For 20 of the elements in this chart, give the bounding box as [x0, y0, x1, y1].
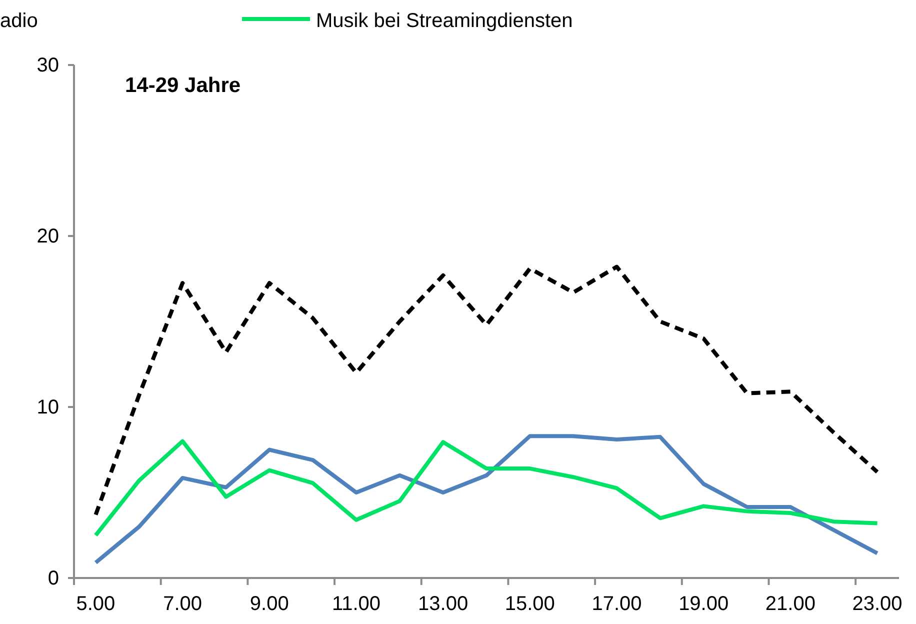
chart-title: 14-29 Jahre — [125, 74, 241, 97]
x-tick-label: 7.00 — [163, 593, 202, 615]
x-tick-label: 5.00 — [76, 593, 116, 615]
line-series — [94, 264, 880, 517]
x-tick-label: 15.00 — [504, 593, 555, 615]
x-tick-label: 13.00 — [418, 593, 468, 615]
line-series — [94, 439, 880, 538]
y-tick-label: 0 — [48, 567, 59, 590]
x-tick-label: 19.00 — [678, 593, 729, 615]
y-tick-label: 10 — [36, 396, 59, 418]
legend-label: Musik bei Streamingdiensten — [316, 10, 573, 32]
x-tick-label: 23.00 — [852, 593, 902, 615]
y-tick-label: 30 — [36, 54, 59, 76]
x-tick-label: 21.00 — [765, 593, 816, 615]
y-tick-label: 20 — [36, 225, 59, 248]
x-tick-label: 17.00 — [592, 593, 642, 615]
x-tick-label: 9.00 — [250, 593, 289, 615]
text: adio — [0, 10, 38, 32]
line-series — [94, 434, 880, 565]
x-tick-label: 11.00 — [332, 593, 381, 615]
